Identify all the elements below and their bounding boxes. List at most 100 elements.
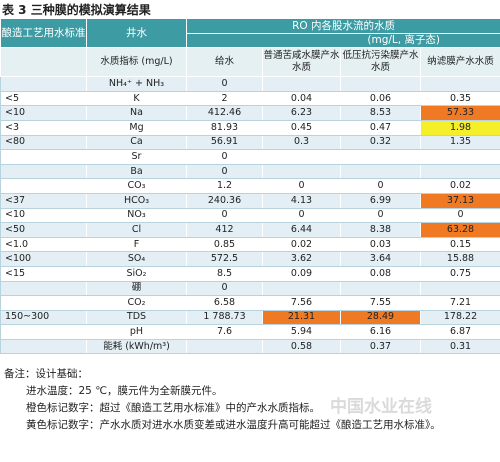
table-cell [262, 280, 341, 297]
table-cell: 0.06 [340, 90, 421, 107]
table-cell: 1.35 [419, 134, 500, 151]
table-cell: 0.08 [340, 265, 421, 282]
table-cell: <100 [0, 251, 87, 267]
table-cell: <1.0 [0, 236, 87, 253]
table-cell: <80 [0, 134, 87, 151]
table-cell: TDS [86, 309, 187, 326]
table-cell [340, 163, 421, 180]
table-cell: 7.56 [262, 295, 341, 311]
table-cell [0, 76, 87, 92]
table-cell: F [86, 236, 187, 253]
table-cell: 63.28 [419, 222, 500, 238]
header-cell: 水质指标 (mg/L) [86, 47, 187, 78]
table-cell: 0.04 [262, 90, 341, 107]
table-cell: 0 [340, 207, 421, 224]
table-cell [0, 149, 87, 165]
table-cell: 0 [186, 207, 263, 224]
table-cell: 8.53 [340, 105, 421, 121]
table-cell: Na [86, 105, 187, 121]
table-cell: 6.23 [262, 105, 341, 121]
table-cell [419, 149, 500, 165]
table-cell: 0.32 [340, 134, 421, 151]
table-cell: 1.98 [419, 119, 500, 136]
note-line: 橙色标记数字：超过《酿造工艺用水标准》中的产水水质指标。 [26, 402, 320, 414]
header-cell: RO 内各股水流的水质 [185, 18, 500, 34]
header-cell: 井水 [86, 17, 187, 49]
table-cell: Mg [86, 119, 187, 136]
table-cell: 0 [186, 76, 263, 92]
table-cell: 0 [340, 178, 421, 194]
table-cell: 240.36 [186, 192, 263, 209]
table-cell [0, 324, 87, 340]
watermark: 中国水业在线 [330, 397, 432, 417]
table-cell: 4.13 [262, 192, 341, 209]
table-cell: 81.93 [186, 119, 263, 136]
table-cell: 0.02 [262, 236, 341, 253]
table-cell: 0.58 [262, 338, 341, 355]
table-row: <15 SiO₂ 8.5 0.09 0.08 0.75 [0, 265, 500, 282]
header-cell: 普通苦咸水膜产水水质 [262, 47, 341, 78]
table-cell: K [86, 90, 187, 107]
table-cell: Ca [86, 134, 187, 151]
table-cell: 6.58 [186, 295, 263, 311]
table-cell: <37 [0, 192, 87, 209]
table-cell [340, 76, 421, 92]
table-row: <10 NO₃ 0 0 0 0 [0, 207, 500, 224]
table-cell: 6.16 [340, 324, 421, 340]
table-cell: 8.5 [186, 265, 263, 282]
table-cell: 0 [262, 207, 341, 224]
table-cell: <10 [0, 207, 87, 224]
table-row: Sr 0 [0, 149, 500, 165]
table-cell: 7.55 [340, 295, 421, 311]
table-cell: Ba [86, 163, 187, 180]
table-cell: 0 [186, 163, 263, 180]
table-cell: 0.15 [419, 236, 500, 253]
table-cell: 3.64 [340, 251, 421, 267]
table-cell: 8.38 [340, 222, 421, 238]
table-cell: HCO₃ [86, 192, 187, 209]
table-cell [0, 178, 87, 194]
table-row: <10 Na 412.46 6.23 8.53 57.33 [0, 105, 500, 121]
table-cell: 硼 [86, 280, 187, 297]
table-cell: pH [86, 324, 187, 340]
table-cell: CO₂ [86, 295, 187, 311]
table-cell: 0 [186, 280, 263, 297]
table-row: 能耗 (kWh/m³) 0.58 0.37 0.31 [0, 338, 500, 355]
table-cell: 412.46 [186, 105, 263, 121]
table-cell [419, 163, 500, 180]
header-cell: 酿造工艺用水标准 [0, 17, 87, 49]
table-cell: 1.2 [186, 178, 263, 194]
table-cell: 37.13 [419, 192, 500, 209]
table-row: pH 7.6 5.94 6.16 6.87 [0, 324, 500, 340]
table-cell: SiO₂ [86, 265, 187, 282]
table-cell: 0.3 [262, 134, 341, 151]
header-cell: (mg/L, 离子态) [185, 32, 500, 49]
table-row: CO₃ 1.2 0 0 0.02 [0, 178, 500, 194]
table-cell [419, 76, 500, 92]
table-cell [262, 163, 341, 180]
table-cell: NH₄⁺ + NH₃ [86, 76, 187, 92]
table-cell: 0.09 [262, 265, 341, 282]
table-cell: 3.62 [262, 251, 341, 267]
note-line: 备注：设计基础： [4, 368, 88, 380]
table-cell: CO₃ [86, 178, 187, 194]
table-cell: Cl [86, 222, 187, 238]
table-cell: 1 788.73 [186, 309, 263, 326]
note-line: 进水温度：25 ℃，膜元件为全新膜元件。 [26, 385, 223, 397]
table-row: <1.0 F 0.85 0.02 0.03 0.15 [0, 236, 500, 253]
table-cell: 178.22 [419, 309, 500, 326]
table-cell: 0.37 [340, 338, 421, 355]
table-cell: 6.44 [262, 222, 341, 238]
table-cell: 57.33 [419, 105, 500, 121]
table-cell [262, 76, 341, 92]
table-cell [186, 338, 263, 355]
table-cell: 15.88 [419, 251, 500, 267]
table-cell: 0.31 [419, 338, 500, 355]
table-cell: 5.94 [262, 324, 341, 340]
table-cell: 0.85 [186, 236, 263, 253]
table-cell: 7.21 [419, 295, 500, 311]
table-cell: 0.35 [419, 90, 500, 107]
table-cell [340, 149, 421, 165]
header-cell: 纳滤膜产水水质 [419, 47, 500, 78]
